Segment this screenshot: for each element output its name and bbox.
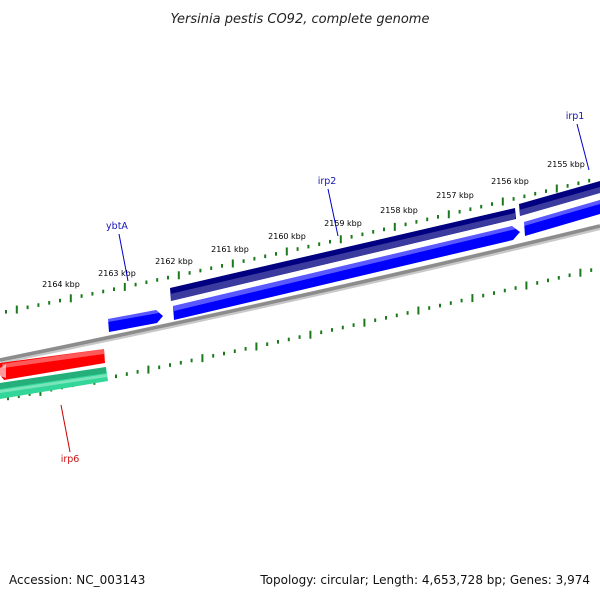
scale-label: 2158 kbp <box>380 206 418 215</box>
scale-label: 2162 kbp <box>155 257 193 266</box>
accession-text: Accession: NC_003143 <box>9 573 146 587</box>
cds-feature-forward[interactable] <box>524 200 600 236</box>
scale-label: 2159 kbp <box>324 219 362 228</box>
irp2-gene-label[interactable]: irp2 <box>318 176 337 187</box>
scale-label: 2163 kbp <box>98 269 136 278</box>
cds-feature-highlight <box>524 200 600 226</box>
feature-track <box>0 181 600 399</box>
scale-label: 2157 kbp <box>436 191 474 200</box>
cds-feature-forward[interactable] <box>108 310 163 332</box>
map-title: Yersinia pestis CO92, complete genome <box>171 12 430 27</box>
cds-feature-shade[interactable] <box>0 367 106 389</box>
irp1-gene-label[interactable]: irp1 <box>566 111 585 122</box>
cds-feature-forward[interactable] <box>173 226 520 320</box>
scale-label: 2160 kbp <box>268 232 306 241</box>
irp6-leader-line <box>60 404 71 453</box>
scale-labels: 2155 kbp 2156 kbp 2157 kbp 2158 kbp 2159 kbp… <box>42 160 585 289</box>
irp6-gene-label[interactable]: irp6 <box>61 454 80 465</box>
gene-labels: irp1 irp2 ybtA irp6 <box>60 111 590 465</box>
cds-feature-reverse[interactable] <box>0 349 105 380</box>
genome-summary-text: Topology: circular; Length: 4,653,728 bp… <box>260 573 590 587</box>
cds-feature-highlight <box>2 349 104 368</box>
cds-arrow-notch <box>0 364 6 378</box>
scale-label: 2164 kbp <box>42 280 80 289</box>
ybtA-gene-label[interactable]: ybtA <box>106 221 128 232</box>
ybtA-leader-line <box>118 233 129 282</box>
irp2-leader-line <box>327 188 339 237</box>
scale-label: 2161 kbp <box>211 245 249 254</box>
outer-tick-ring <box>5 178 591 314</box>
scale-label: 2155 kbp <box>547 160 585 169</box>
cds-feature-highlight <box>173 226 516 311</box>
cds-feature-shade[interactable] <box>519 187 600 216</box>
cds-feature-highlight <box>0 374 107 393</box>
cds-feature-shade[interactable] <box>170 213 515 301</box>
backbone-line <box>0 224 600 362</box>
scale-label: 2156 kbp <box>491 177 529 186</box>
irp1-leader-line <box>576 123 590 171</box>
genome-backbone <box>0 224 600 364</box>
cds-feature-highlight <box>108 310 159 322</box>
